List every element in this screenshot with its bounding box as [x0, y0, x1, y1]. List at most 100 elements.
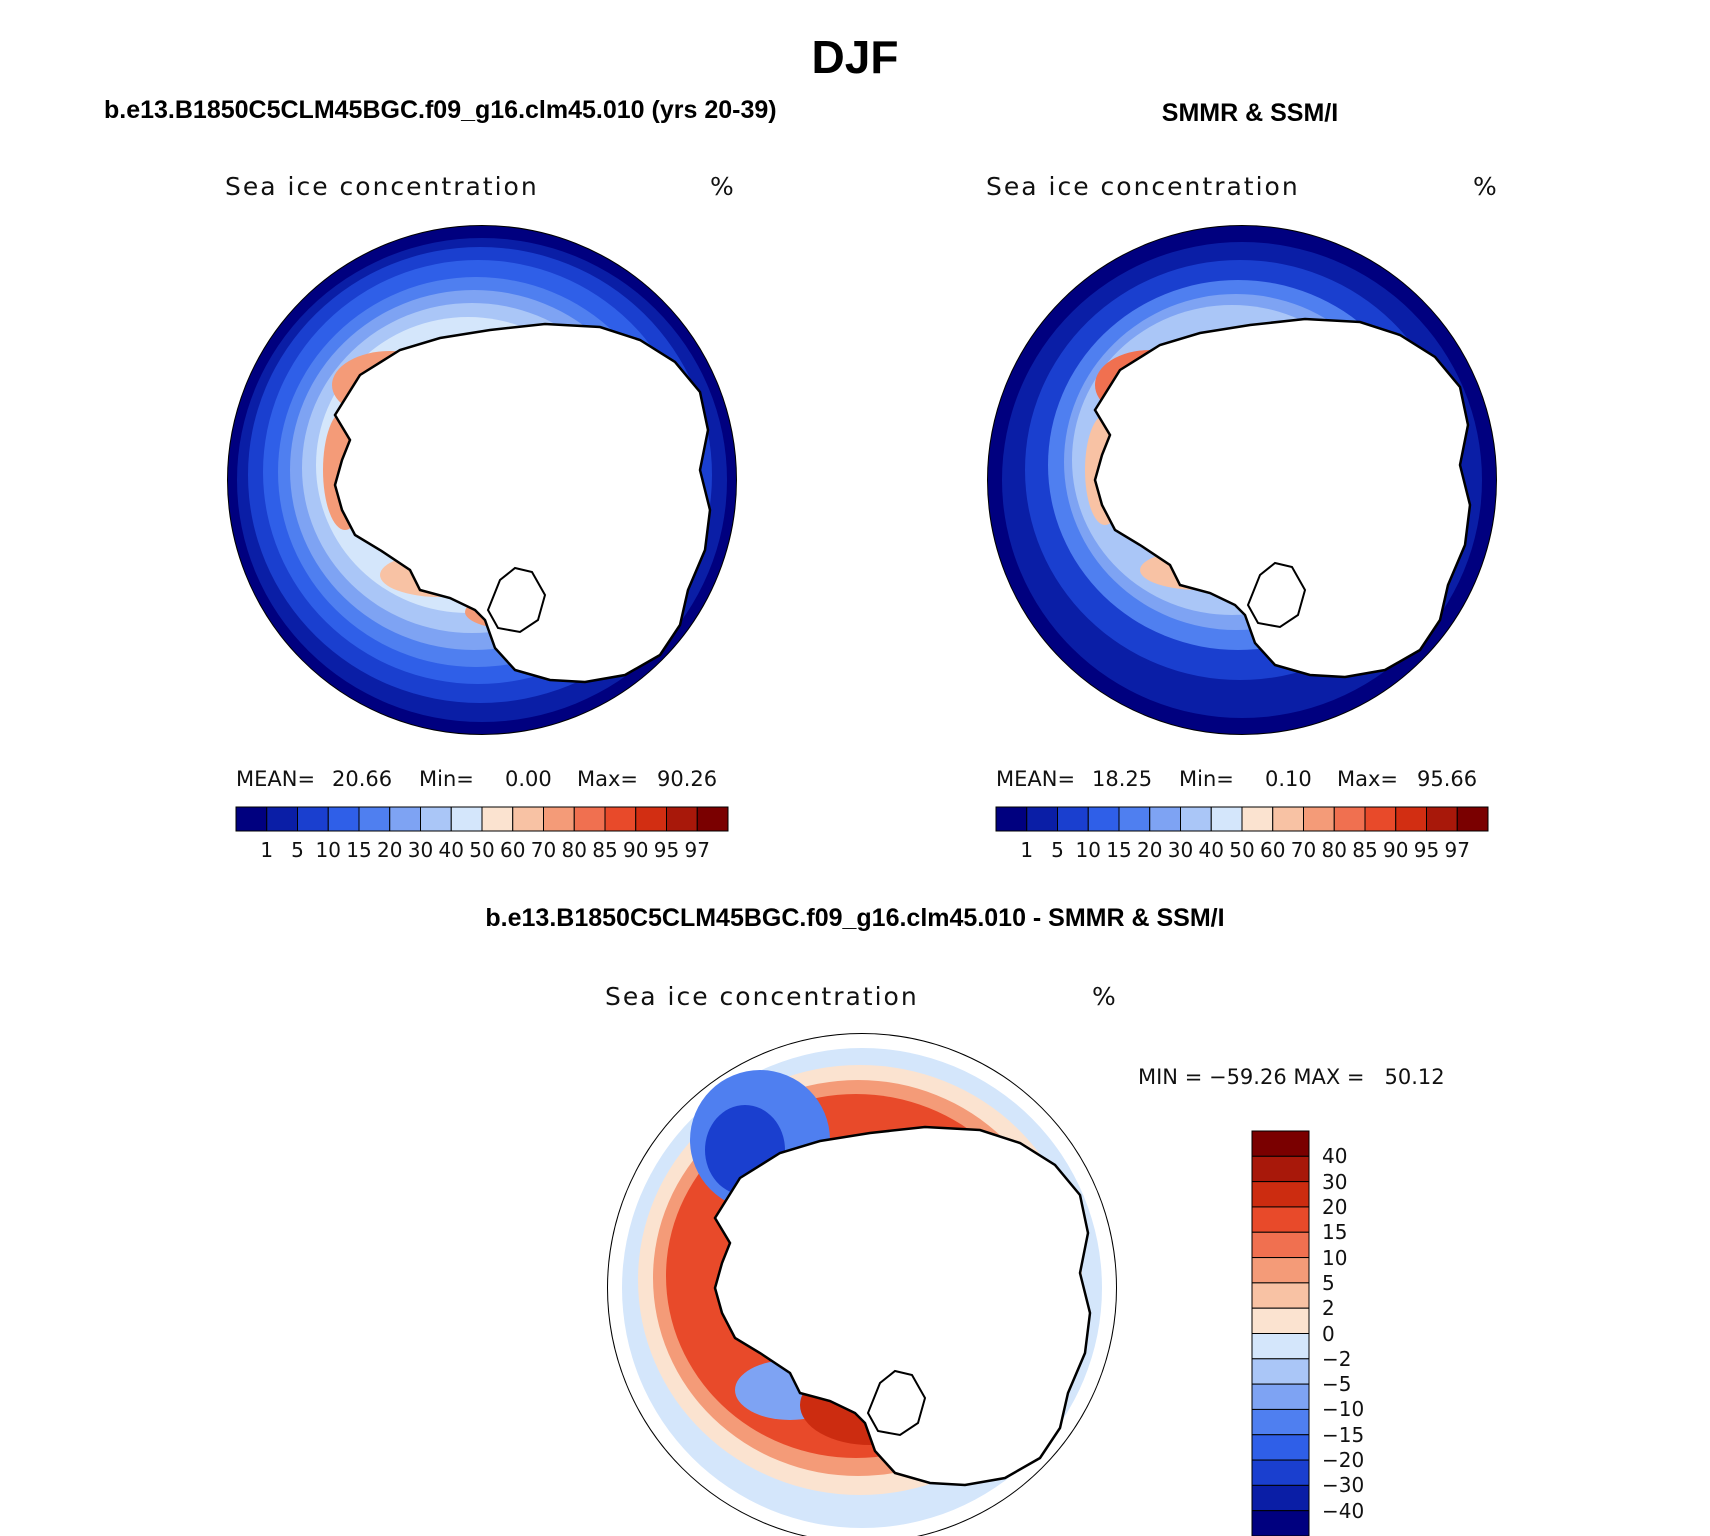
colorbar-level-label: 40 [1322, 1144, 1348, 1169]
colorbar-level-label: 5 [1322, 1270, 1335, 1295]
colorbar-swatch [1251, 1181, 1310, 1208]
colorbar-swatch [1251, 1459, 1310, 1486]
colorbar-swatch [1251, 1282, 1310, 1309]
colorbar-swatch [1303, 806, 1335, 832]
colorbar-swatch [1118, 806, 1151, 832]
colorbar-swatch [1251, 1383, 1310, 1410]
colorbar-level-label: 50 [1229, 838, 1255, 862]
colorbar-swatch [1251, 1130, 1310, 1157]
colorbar-level-label: −20 [1322, 1448, 1365, 1473]
colorbar-level-label: 20 [1322, 1194, 1348, 1219]
colorbar-swatch [1426, 806, 1458, 832]
colorbar-swatch [1251, 1307, 1310, 1334]
panel-2-max-label: Max= [1337, 767, 1399, 791]
colorbar-swatch [1251, 1206, 1310, 1233]
colorbar-level-label: 97 [1444, 838, 1470, 862]
panel-2-mean-label: MEAN= [996, 767, 1076, 791]
colorbar-level-label: −5 [1322, 1372, 1352, 1397]
colorbar-level-label: 30 [407, 838, 434, 862]
colorbar-level-label: 20 [377, 838, 403, 862]
colorbar-level-label: 85 [1352, 838, 1378, 862]
colorbar-level-label: 40 [1198, 838, 1224, 862]
colorbar-level-label: 90 [1383, 838, 1409, 862]
colorbar-swatch [1251, 1257, 1310, 1284]
colorbar-level-label: 20 [1137, 838, 1163, 862]
colorbar-swatch [297, 806, 329, 832]
colorbar-swatch [512, 806, 544, 832]
map-panel-1-model [227, 225, 737, 735]
colorbar-level-label: 15 [1322, 1220, 1348, 1245]
colorbar-swatch [1087, 806, 1120, 832]
panel-2-mean-value: 18.25 [1092, 767, 1153, 791]
panel-1-min-value: 0.00 [505, 767, 552, 791]
panel-1-title: b.e13.B1850C5CLM45BGC.f09_g16.clm45.010 … [104, 96, 777, 124]
colorbar-swatch [1026, 806, 1058, 832]
colorbar-swatch [481, 806, 514, 832]
colorbar-level-label: 70 [530, 838, 557, 862]
colorbar-level-label: 40 [438, 838, 464, 862]
panel-3-units: % [1092, 982, 1118, 1011]
panel-1-max-value: 90.26 [657, 767, 718, 791]
colorbar-swatch [1251, 1510, 1310, 1536]
colorbar-swatch [235, 806, 268, 832]
colorbar-level-label: 97 [684, 838, 710, 862]
colorbar-level-label: 85 [592, 838, 618, 862]
colorbar-level-label: 15 [346, 838, 372, 862]
colorbar-swatch [358, 806, 391, 832]
colorbar-level-label: −2 [1322, 1346, 1352, 1371]
colorbar-swatch [420, 806, 452, 832]
colorbar-swatch [1251, 1484, 1310, 1512]
colorbar-swatch [635, 806, 667, 832]
colorbar-level-label: 10 [1322, 1245, 1348, 1270]
colorbar-level-label: 10 [315, 838, 341, 862]
colorbar-panel-2 [995, 806, 1489, 832]
colorbar-level-label: 5 [1051, 838, 1064, 862]
colorbar-swatch [995, 806, 1028, 832]
colorbar-level-label: 90 [623, 838, 649, 862]
colorbar-level-label: 95 [653, 838, 680, 862]
panel-1-variable: Sea ice concentration [225, 172, 539, 201]
map-panel-2-observations [987, 225, 1497, 735]
colorbar-level-label: 80 [1321, 838, 1347, 862]
colorbar-level-label: 2 [1322, 1296, 1335, 1321]
panel-3-title: b.e13.B1850C5CLM45BGC.f09_g16.clm45.010 … [485, 904, 1225, 932]
panel-2-min-value: 0.10 [1265, 767, 1312, 791]
colorbar-level-label: 1 [1020, 838, 1034, 862]
colorbar-level-label: 0 [1322, 1321, 1335, 1346]
colorbar-swatch [1057, 806, 1089, 832]
panel-2-title: SMMR & SSM/I [1161, 99, 1339, 127]
colorbar-swatch [1251, 1434, 1310, 1461]
colorbar-level-label: 60 [500, 838, 526, 862]
panel-2-max-value: 95.66 [1417, 767, 1478, 791]
colorbar-swatch [1210, 806, 1243, 832]
colorbar-level-label: 95 [1413, 838, 1440, 862]
colorbar-panel-1 [235, 806, 729, 832]
colorbar-level-label: −15 [1322, 1422, 1365, 1447]
colorbar-level-label: 5 [291, 838, 304, 862]
map-panel-3-difference [607, 1033, 1117, 1536]
colorbar-level-label: 50 [469, 838, 495, 862]
panel-1-mean-label: MEAN= [236, 767, 316, 791]
colorbar-swatch [696, 806, 729, 832]
colorbar-swatch [1364, 806, 1397, 832]
colorbar-swatch [266, 806, 298, 832]
panel-1-mean-value: 20.66 [332, 767, 393, 791]
panel-3-stats: MIN = −59.26 MAX = 50.12 [1138, 1065, 1445, 1089]
colorbar-level-label: 80 [561, 838, 587, 862]
panel-3-variable: Sea ice concentration [605, 982, 919, 1011]
panel-2-variable: Sea ice concentration [986, 172, 1300, 201]
colorbar-swatch [450, 806, 483, 832]
colorbar-swatch [666, 806, 698, 832]
colorbar-level-label: 60 [1260, 838, 1286, 862]
colorbar-panel-3 [1251, 1130, 1310, 1536]
colorbar-swatch [573, 806, 606, 832]
colorbar-swatch [1241, 806, 1274, 832]
colorbar-level-label: 30 [1322, 1169, 1348, 1194]
colorbar-swatch [1456, 806, 1489, 832]
figure-title: DJF [811, 31, 899, 83]
colorbar-swatch [1180, 806, 1212, 832]
panel-2-units: % [1473, 172, 1499, 201]
colorbar-swatch [1272, 806, 1304, 832]
colorbar-swatch [543, 806, 575, 832]
